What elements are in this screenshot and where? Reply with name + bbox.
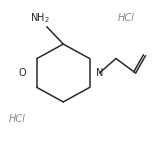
Text: NH$_2$: NH$_2$ xyxy=(30,11,50,25)
Text: O: O xyxy=(18,68,26,78)
Text: HCl: HCl xyxy=(9,114,26,124)
Text: HCl: HCl xyxy=(117,13,134,23)
Text: N: N xyxy=(96,68,103,78)
